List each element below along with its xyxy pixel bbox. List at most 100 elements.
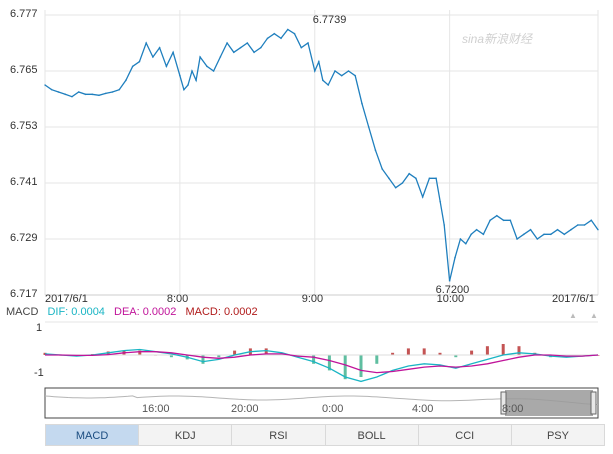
- macd-bar: [501, 344, 505, 355]
- macd-bar: [264, 348, 268, 355]
- navigator-handle-right[interactable]: [590, 391, 597, 415]
- navigator-tick: 8:00: [502, 403, 524, 415]
- tab-cci[interactable]: CCI: [418, 424, 512, 446]
- price-point: [388, 177, 390, 180]
- price-point: [509, 219, 512, 222]
- price-point: [327, 84, 330, 86]
- price-point: [354, 74, 357, 77]
- price-point: [259, 46, 262, 49]
- price-point: [44, 84, 46, 86]
- tab-psy[interactable]: PSY: [511, 424, 606, 446]
- price-point: [313, 70, 316, 72]
- price-point: [576, 224, 579, 226]
- price-point: [118, 88, 121, 91]
- x-tick-label: 8:00: [166, 293, 189, 305]
- price-point: [443, 224, 446, 226]
- price-point: [448, 280, 451, 282]
- macd-bar: [343, 355, 347, 380]
- tab-macd[interactable]: MACD: [45, 424, 140, 446]
- price-point: [71, 95, 73, 98]
- navigator-tick: 20:00: [231, 403, 259, 415]
- price-point: [307, 42, 309, 44]
- price-point: [286, 28, 289, 31]
- macd-bar: [391, 352, 395, 355]
- price-point: [152, 56, 154, 58]
- price-point: [597, 228, 599, 231]
- macd-y-tick-bottom: -1: [34, 367, 44, 379]
- price-point: [459, 238, 462, 240]
- price-point: [536, 238, 539, 240]
- price-point: [104, 92, 107, 95]
- macd-bar: [201, 355, 205, 364]
- price-point: [502, 219, 505, 222]
- pan-left-arrow[interactable]: ▲: [569, 311, 577, 320]
- price-point: [516, 238, 518, 240]
- price-point: [543, 233, 545, 236]
- price-point: [125, 79, 127, 82]
- price-point: [212, 70, 215, 72]
- price-point: [91, 93, 94, 96]
- tab-boll[interactable]: BOLL: [325, 424, 419, 446]
- price-point: [172, 51, 175, 54]
- price-point: [77, 91, 80, 93]
- price-point: [145, 42, 148, 44]
- price-point: [489, 219, 491, 222]
- price-point: [219, 56, 222, 58]
- macd-value: MACD: 0.0002: [185, 306, 258, 318]
- tab-rsi[interactable]: RSI: [232, 424, 326, 446]
- high-label: 6.7739: [312, 14, 347, 27]
- macd-bar: [312, 355, 316, 364]
- watermark: sina新浪财经: [462, 32, 533, 46]
- y-tick-label: 6.717: [10, 288, 38, 300]
- macd-legend: MACD DIF: 0.0004 DEA: 0.0002 MACD: 0.000…: [6, 306, 264, 318]
- pan-right-arrow[interactable]: ▲: [590, 311, 598, 320]
- price-point: [428, 177, 431, 180]
- price-point: [374, 149, 377, 152]
- price-point: [293, 32, 296, 35]
- x-tick-label: 2017/6/1: [45, 293, 88, 305]
- price-point: [239, 46, 242, 49]
- y-tick-label: 6.753: [10, 120, 38, 132]
- tab-kdj[interactable]: KDJ: [139, 424, 233, 446]
- price-point: [165, 65, 168, 68]
- price-point: [195, 79, 197, 82]
- price-point: [439, 200, 442, 203]
- price-point: [111, 91, 114, 93]
- price-point: [158, 46, 161, 49]
- navigator-handle-left[interactable]: [500, 391, 507, 415]
- price-point: [178, 74, 181, 77]
- price-point: [253, 51, 255, 54]
- dea-value: DEA: 0.0002: [114, 306, 177, 318]
- price-point: [583, 224, 586, 226]
- low-label: 6.7200: [435, 284, 470, 296]
- price-point: [529, 228, 532, 231]
- macd-bar: [169, 355, 173, 358]
- indicator-tabs: MACD KDJ RSI BOLL CCI PSY: [45, 424, 606, 446]
- price-point: [482, 233, 485, 236]
- navigator-tick: 4:00: [412, 403, 434, 415]
- macd-bar: [470, 350, 474, 355]
- y-tick-label: 6.741: [10, 176, 38, 188]
- price-point: [131, 65, 134, 68]
- price-point: [334, 70, 336, 72]
- price-point: [232, 51, 235, 54]
- macd-bar: [485, 346, 489, 355]
- price-point: [266, 37, 269, 40]
- price-point: [300, 46, 303, 49]
- price-point: [415, 177, 417, 180]
- dea-line: [45, 351, 599, 374]
- macd-bar: [406, 348, 410, 355]
- macd-bar: [359, 355, 363, 377]
- price-point: [340, 74, 343, 77]
- x-tick-label: 10:00: [436, 293, 465, 305]
- price-point: [381, 168, 384, 170]
- navigator-window[interactable]: [505, 390, 593, 416]
- price-point: [401, 182, 404, 184]
- price-point: [454, 256, 456, 259]
- dif-value: DIF: 0.0004: [47, 306, 105, 318]
- price-point: [549, 233, 552, 236]
- macd-bar: [422, 348, 426, 355]
- macd-bar: [233, 350, 237, 355]
- price-point: [347, 70, 350, 72]
